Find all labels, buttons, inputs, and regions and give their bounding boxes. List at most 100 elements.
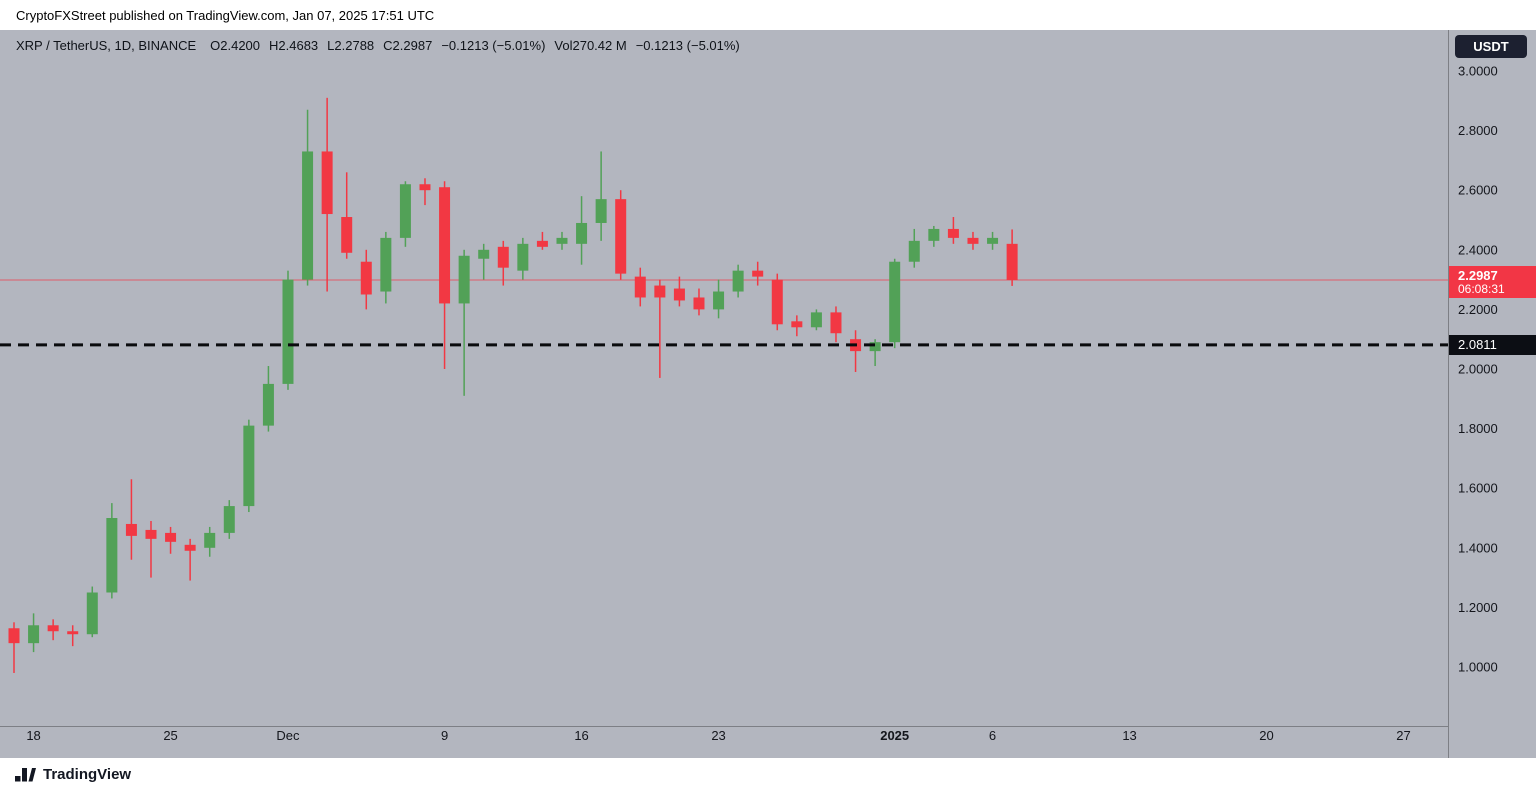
volume-change: −0.1213 (−5.01%) [635, 38, 740, 53]
candle-body [830, 312, 842, 334]
chart-area[interactable]: 3.0000 2.8000 2.6000 2.4000 2.2000 2.0000 1.80… [0, 30, 1536, 758]
candle-body [536, 240, 548, 247]
price-tick-label: 1.2000 [1458, 600, 1498, 615]
time-axis-label: 18 [26, 728, 40, 743]
candle-body [810, 312, 822, 328]
candle-wick [150, 520, 152, 578]
candle-body [321, 151, 333, 215]
candle-body [341, 217, 353, 253]
candle-body [752, 270, 764, 277]
candle-body [184, 544, 196, 551]
candle-body [615, 199, 627, 274]
currency-toggle-button[interactable]: USDT [1455, 35, 1527, 58]
candle-body [302, 151, 314, 280]
price-tick-label: 2.2000 [1458, 302, 1498, 317]
time-axis-label: 27 [1396, 728, 1410, 743]
price-tick-label: 2.8000 [1458, 123, 1498, 138]
level-badge: 2.0811 [1449, 334, 1536, 355]
time-axis-label: 13 [1122, 728, 1136, 743]
candle-body [145, 529, 157, 539]
candle-body [673, 288, 685, 301]
candle-wick [874, 339, 876, 367]
candle-body [889, 261, 901, 343]
candle-body [86, 592, 98, 635]
time-axis-label: 20 [1259, 728, 1273, 743]
price-tick-label: 3.0000 [1458, 64, 1498, 79]
candle-body [497, 246, 509, 268]
last-price-badge: 2.2987 06:08:31 [1449, 265, 1536, 298]
symbol-title: XRP / TetherUS, 1D, BINANCE [16, 38, 197, 53]
candle-body [967, 237, 979, 244]
candle-wick [71, 625, 74, 647]
candle-body [419, 184, 431, 191]
bar-countdown: 06:08:31 [1458, 281, 1505, 296]
candle-body [576, 222, 588, 244]
candle-body [28, 625, 40, 644]
candle-body [67, 631, 79, 635]
time-axis-label: 23 [711, 728, 725, 743]
candle-body [1006, 243, 1018, 280]
price-tick-label: 1.8000 [1458, 421, 1498, 436]
candle-body [928, 228, 940, 241]
tradingview-wordmark[interactable]: TradingView [43, 765, 132, 783]
ohlc-open: O2.4200 [210, 38, 261, 53]
candle-body [987, 237, 999, 244]
candle-body [634, 276, 646, 298]
candle-wick [130, 479, 133, 560]
chart-legend: XRP / TetherUS, 1D, BINANCE O2.4200 H2.468… [16, 38, 749, 53]
price-tick-label: 2.6000 [1458, 183, 1498, 198]
candle-body [713, 291, 725, 310]
candle-body [380, 237, 392, 292]
candle-body [908, 240, 920, 262]
candle-body [693, 297, 705, 310]
footer-bar: TradingView [0, 758, 1536, 790]
candle-body [223, 506, 235, 533]
candle-body [262, 383, 274, 426]
candle-wick [463, 249, 465, 396]
candle-body [282, 279, 294, 384]
candle-body [458, 255, 470, 304]
time-axis[interactable] [0, 726, 1448, 758]
candle-wick [659, 279, 661, 378]
candle-body [732, 270, 744, 292]
ohlc-high: H2.4683 [269, 38, 319, 53]
candle-body [947, 228, 959, 238]
time-axis-label: 16 [574, 728, 588, 743]
candle-body [8, 628, 20, 644]
candle-body [47, 625, 59, 632]
candle-wick [13, 622, 15, 673]
price-tick-label: 1.6000 [1458, 481, 1498, 496]
candle-body [556, 237, 568, 244]
time-axis-label: 6 [989, 728, 996, 743]
time-axis-label: Dec [276, 728, 300, 743]
candle-body [439, 187, 451, 304]
candle-wick [600, 151, 602, 241]
attribution-text: CryptoFXStreet published on TradingView.… [16, 7, 435, 23]
price-tick-label: 1.4000 [1458, 540, 1498, 555]
candle-body [243, 425, 255, 507]
candle-wick [482, 243, 485, 280]
price-change: −0.1213 (−5.01%) [441, 38, 546, 53]
candle-body [595, 199, 607, 223]
candle-body [517, 243, 529, 271]
candle-body [125, 523, 137, 536]
price-axis[interactable] [1448, 30, 1536, 758]
level-value: 2.0811 [1458, 336, 1497, 352]
tradingview-logo-icon[interactable] [15, 767, 36, 782]
time-axis-label: 2025 [880, 728, 909, 743]
candle-body [360, 261, 372, 295]
price-tick-label: 1.0000 [1458, 660, 1498, 675]
candle-body [165, 532, 177, 542]
ohlc-close: C2.2987 [383, 38, 433, 53]
candle-body [791, 321, 803, 328]
last-price-value: 2.2987 [1458, 267, 1498, 283]
candle-body [869, 342, 881, 352]
candle-wick [189, 538, 191, 581]
time-axis-label: 9 [441, 728, 448, 743]
price-tick-label: 2.4000 [1458, 242, 1498, 257]
candle-body [106, 518, 118, 593]
candlestick-chart[interactable]: 3.0000 2.8000 2.6000 2.4000 2.2000 2.0000 1.80… [0, 30, 1536, 758]
candle-wick [424, 178, 426, 206]
candle-wick [345, 172, 348, 259]
